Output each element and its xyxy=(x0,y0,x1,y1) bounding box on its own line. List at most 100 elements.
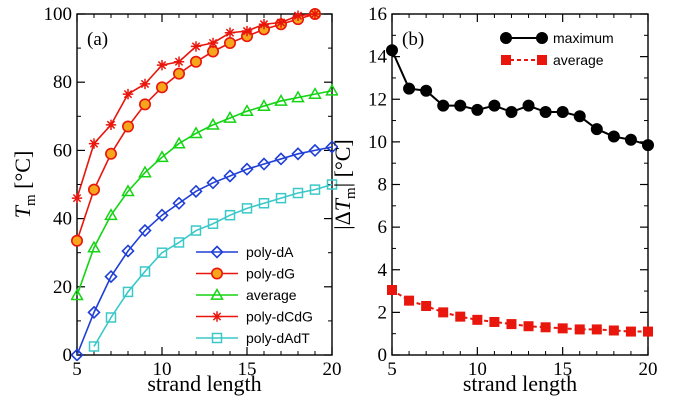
data-point xyxy=(240,104,254,117)
x-tick-label: 5 xyxy=(387,359,397,380)
data-point xyxy=(574,324,585,335)
data-point xyxy=(257,99,271,111)
data-point xyxy=(590,123,603,136)
data-point xyxy=(71,234,84,247)
data-point xyxy=(326,179,338,190)
x-tick-label: 10 xyxy=(468,359,487,380)
data-point xyxy=(403,82,416,95)
data-point xyxy=(104,269,118,284)
data-point xyxy=(156,247,168,258)
data-point xyxy=(505,106,518,119)
legend-label: maximum xyxy=(553,30,614,46)
data-point xyxy=(556,106,569,119)
data-point xyxy=(122,286,134,298)
legend-swatch-marker xyxy=(211,267,224,280)
data-point xyxy=(172,136,186,149)
data-point xyxy=(488,99,501,112)
data-point xyxy=(641,139,654,152)
y-axis-title-subscript: m xyxy=(23,194,39,206)
panel-label: (b) xyxy=(402,29,424,50)
plot-frame xyxy=(76,13,333,356)
data-point xyxy=(190,41,202,52)
y-tick-label: 0 xyxy=(378,345,388,366)
data-point xyxy=(121,244,135,258)
data-point xyxy=(387,284,397,295)
series-maximum xyxy=(386,44,654,152)
chart-panel-a: 5 10 15 20 0 20 40 60 80 100 strand length Tm [°C] (… xyxy=(10,4,342,396)
legend: poly-dA poly-dG average poly-dCdG poly-dAdT xyxy=(196,244,313,346)
data-point xyxy=(308,87,322,100)
data-point xyxy=(506,319,517,330)
legend-swatch-marker xyxy=(501,55,511,65)
series-poly-dcdg xyxy=(71,8,321,204)
legend-swatch-marker xyxy=(211,332,223,344)
y-axis-title-unit: [°C] xyxy=(10,151,35,195)
y-tick-label: 6 xyxy=(378,217,388,238)
legend-label: average xyxy=(246,287,297,303)
data-point xyxy=(454,99,467,112)
data-point xyxy=(241,203,253,214)
y-tick-label: 4 xyxy=(378,260,388,281)
x-tick-label: 20 xyxy=(323,359,342,380)
x-axis-title: strand length xyxy=(463,371,577,396)
data-point xyxy=(540,322,551,333)
data-point xyxy=(557,323,568,334)
data-point xyxy=(189,184,203,198)
series-average xyxy=(71,83,338,301)
data-point xyxy=(122,120,135,133)
data-point xyxy=(71,192,83,204)
data-point xyxy=(206,176,220,190)
data-point xyxy=(386,44,398,57)
data-point xyxy=(523,321,534,332)
series-poly-da xyxy=(71,140,338,361)
legend-swatch-marker xyxy=(535,31,548,44)
data-point xyxy=(438,307,449,318)
data-point xyxy=(539,106,552,119)
data-point xyxy=(190,55,203,68)
data-point xyxy=(292,10,304,21)
series-line xyxy=(76,89,333,296)
data-point xyxy=(625,326,636,337)
y-tick-label: 12 xyxy=(368,89,387,110)
data-point xyxy=(291,90,305,103)
data-point xyxy=(224,27,236,38)
data-point xyxy=(173,237,185,248)
y-tick-label: 0 xyxy=(63,345,73,366)
legend-swatch-marker xyxy=(210,245,224,259)
data-point xyxy=(156,81,169,94)
data-point xyxy=(223,110,237,123)
x-tick-label: 10 xyxy=(153,359,172,380)
data-point xyxy=(207,37,219,49)
data-point xyxy=(87,240,101,253)
data-point xyxy=(105,119,117,131)
data-point xyxy=(155,150,169,163)
legend-label: poly-dA xyxy=(246,244,294,260)
data-point xyxy=(105,147,118,160)
data-point xyxy=(139,98,152,111)
y-axis-title: |ΔTm| [°C] xyxy=(330,139,359,230)
data-point xyxy=(420,84,433,97)
data-point xyxy=(189,126,203,139)
data-point xyxy=(139,266,151,277)
data-point xyxy=(173,56,185,67)
y-tick-label: 60 xyxy=(53,140,72,161)
data-point xyxy=(104,208,118,221)
data-point xyxy=(325,140,338,154)
data-point xyxy=(291,147,305,161)
data-point xyxy=(573,110,586,123)
x-tick-label: 15 xyxy=(238,359,257,380)
data-point xyxy=(274,93,288,106)
series-line xyxy=(93,183,333,347)
data-point xyxy=(155,208,169,222)
y-tick-label: 8 xyxy=(378,175,388,196)
y-axis-title-var: T xyxy=(330,197,355,211)
data-point xyxy=(522,99,535,112)
chart-panel-b: 5 10 15 20 0 2 4 6 8 10 12 14 16 strand length |ΔTm| [… xyxy=(330,4,658,396)
series-line xyxy=(76,146,333,356)
data-point xyxy=(105,312,117,323)
data-point xyxy=(71,348,84,361)
data-point xyxy=(138,165,152,178)
y-axis-title: Tm [°C] xyxy=(10,151,39,219)
series-poly-dadt xyxy=(88,179,338,352)
